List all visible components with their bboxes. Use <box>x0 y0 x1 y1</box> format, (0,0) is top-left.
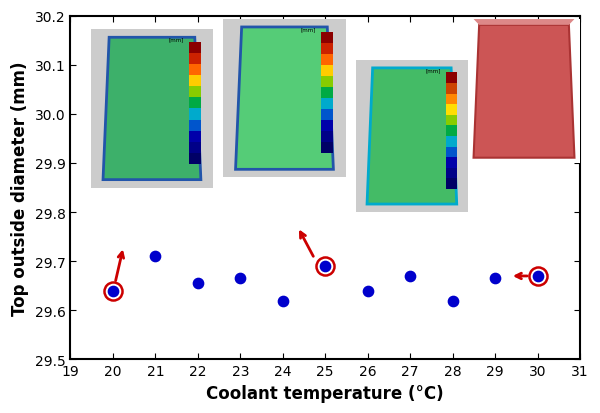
Point <box>193 280 203 287</box>
Point <box>363 288 373 294</box>
Point <box>490 275 500 282</box>
Point <box>108 288 118 294</box>
Point <box>320 263 330 270</box>
Point <box>533 273 542 280</box>
Point <box>406 273 415 280</box>
Y-axis label: Top outside diameter (mm): Top outside diameter (mm) <box>11 61 29 315</box>
X-axis label: Coolant temperature (°C): Coolant temperature (°C) <box>206 384 444 402</box>
Point <box>151 254 160 260</box>
Point <box>448 297 457 304</box>
Point <box>235 275 245 282</box>
Point <box>278 297 287 304</box>
